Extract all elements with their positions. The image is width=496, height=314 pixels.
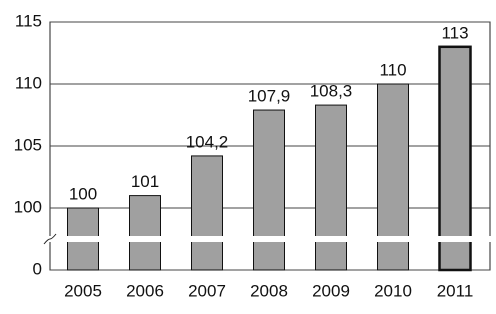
x-tick-label: 2009 — [312, 281, 350, 300]
bar — [253, 109, 285, 271]
x-tick-label: 2011 — [437, 281, 474, 300]
bar — [315, 104, 347, 271]
x-tick-label: 2006 — [126, 281, 164, 300]
value-label: 101 — [131, 172, 159, 191]
bar — [129, 195, 161, 271]
value-label: 108,3 — [310, 82, 353, 101]
value-label: 104,2 — [186, 132, 229, 151]
x-tick-label: 2005 — [64, 281, 102, 300]
x-tick-label: 2008 — [250, 281, 288, 300]
y-tick-label: 110 — [15, 73, 42, 92]
x-tick-label: 2007 — [188, 281, 226, 300]
axis-break-mark — [43, 233, 57, 245]
bar — [191, 155, 223, 271]
axis-break — [44, 236, 494, 242]
value-label: 113 — [441, 23, 468, 42]
bar — [377, 83, 409, 271]
y-tick-label: 115 — [15, 11, 42, 30]
y-tick-label: 0 — [33, 259, 42, 278]
value-label: 107,9 — [248, 87, 291, 106]
y-tick-label: 100 — [14, 197, 42, 216]
bar — [438, 45, 472, 272]
value-label: 100 — [69, 184, 97, 203]
x-tick-label: 2010 — [374, 281, 412, 300]
y-tick-label: 105 — [14, 135, 42, 154]
value-label: 110 — [379, 60, 406, 79]
